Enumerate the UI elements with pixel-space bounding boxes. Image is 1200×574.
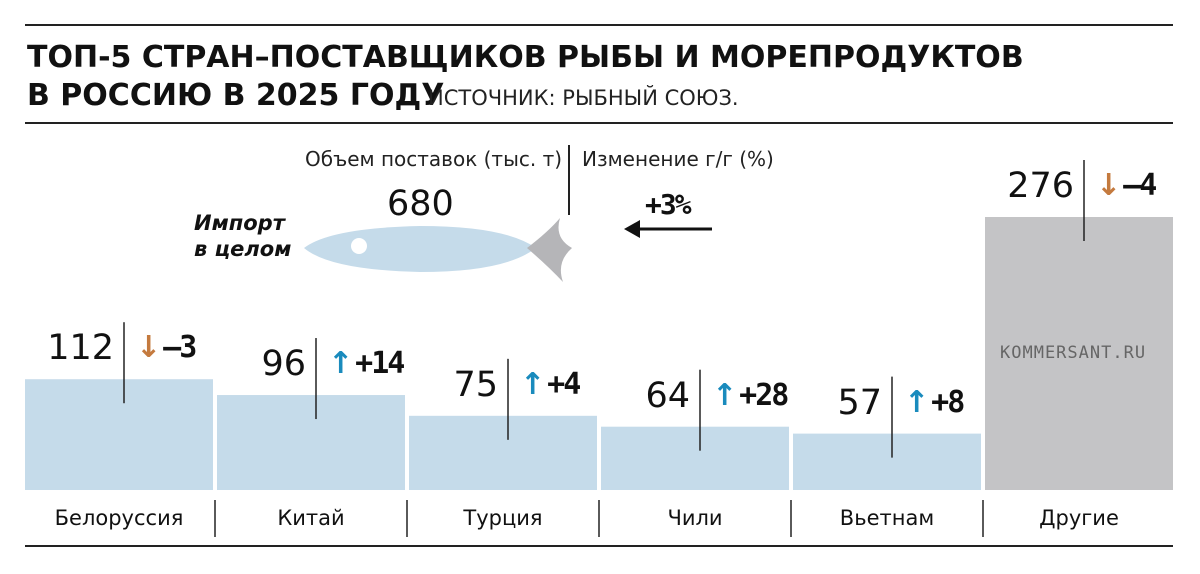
change-header: Изменение г/г (%) [582,147,774,171]
fish-body [304,226,536,272]
bar-value-label-2: 96 [261,344,306,385]
category-label-2: Китай [277,506,345,530]
bar-6 [985,217,1173,490]
category-label-4: Чили [667,506,723,530]
change-text: +14 [355,346,405,382]
bar-change-label-1: ↓–3 [136,330,197,366]
bar-value-label-3: 75 [453,364,498,405]
import-label-line2: в целом [194,237,292,261]
change-text: –4 [1123,168,1157,203]
bars-layer [25,160,1173,537]
category-label-5: Вьетнам [839,506,935,530]
bar-change-label-3: ↑+4 [520,366,581,402]
source-note: ИСТОЧНИК: РЫБНЫЙ СОЮЗ. [428,86,739,110]
bar-5 [793,433,981,490]
bar-value-label-6: 276 [1007,166,1074,206]
bar-1 [25,379,213,490]
import-label-line1: Импорт [194,211,285,235]
arrow-down-icon: ↓ [1096,168,1122,203]
change-text: +28 [739,377,789,413]
category-label-3: Турция [463,506,543,530]
arrow-down-icon: ↓ [136,330,162,366]
chart-title-line2: В РОССИЮ В 2025 ГОДУ [27,78,445,113]
total-volume-value: 680 [387,184,454,224]
bar-4 [601,426,789,490]
bar-2 [217,395,405,490]
header-divider [568,145,570,215]
bar-change-label-6: ↓–4 [1096,168,1157,203]
change-text: +4 [547,366,581,402]
arrow-up-icon: ↑ [904,384,930,420]
total-change-arrow [624,220,712,238]
chart-title-line1: ТОП-5 СТРАН–ПОСТАВЩИКОВ РЫБЫ И МОРЕПРОДУ… [27,40,1024,75]
top-rule [25,24,1173,26]
volume-header: Объем поставок (тыс. т) [305,147,563,171]
fish-icon [304,218,572,282]
watermark: KOMMERSANT.RU [1000,343,1147,363]
category-label-6: Другие [1039,506,1119,530]
bar-value-label-5: 57 [837,382,882,423]
category-label-1: Белоруссия [54,506,184,530]
change-text: +8 [931,384,965,420]
arrow-up-icon: ↑ [520,366,546,402]
bar-change-label-2: ↑+14 [328,346,405,382]
total-change-value: +3% [645,188,692,221]
bar-value-label-1: 112 [47,328,114,369]
arrow-up-icon: ↑ [328,346,354,382]
bar-value-label-4: 64 [645,375,690,416]
header-rule [25,122,1173,124]
bar-change-label-4: ↑+28 [712,377,789,413]
fish-tail [527,218,572,282]
arrow-up-icon: ↑ [712,377,738,413]
fish-eye [351,238,367,254]
import-total-label: Импорт в целом [194,210,291,262]
bar-change-label-5: ↑+8 [904,384,965,420]
change-text: –3 [163,330,197,366]
bar-3 [409,415,597,490]
